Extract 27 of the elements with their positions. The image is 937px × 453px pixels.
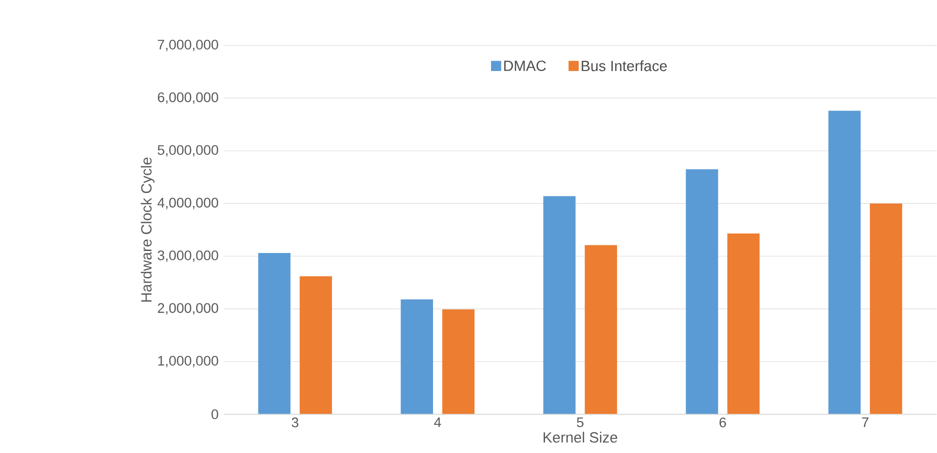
bar [442, 310, 475, 414]
x-axis-title: Kernel Size [544, 432, 618, 443]
x-tick-label: 6 [720, 418, 726, 428]
bar [584, 245, 618, 414]
x-tick-label: 4 [434, 418, 442, 428]
bar [400, 300, 434, 414]
legend-label: Bus Interface [582, 60, 667, 72]
x-tick-label: 3 [292, 418, 298, 428]
y-tick-label: 1,000,000 [158, 356, 218, 368]
legend-label: DMAC [504, 60, 546, 72]
y-tick-label: 2,000,000 [158, 303, 218, 315]
bar [258, 253, 290, 414]
bar [686, 169, 718, 414]
y-tick-label: 3,000,000 [158, 250, 218, 262]
bar [300, 276, 332, 414]
y-tick-label: 7,000,000 [158, 40, 218, 52]
y-tick-label: 5,000,000 [158, 145, 218, 157]
x-tick-label: 7 [862, 418, 868, 428]
y-tick-label: 6,000,000 [158, 92, 218, 104]
bar [870, 204, 902, 414]
bar [543, 196, 576, 414]
bar [727, 234, 760, 414]
y-tick-label: 0 [212, 410, 218, 420]
x-tick-label: 5 [576, 418, 584, 428]
y-tick-label: 4,000,000 [157, 198, 218, 210]
bar [828, 110, 861, 414]
y-axis-title: Hardware Clock Cycle [140, 158, 155, 302]
